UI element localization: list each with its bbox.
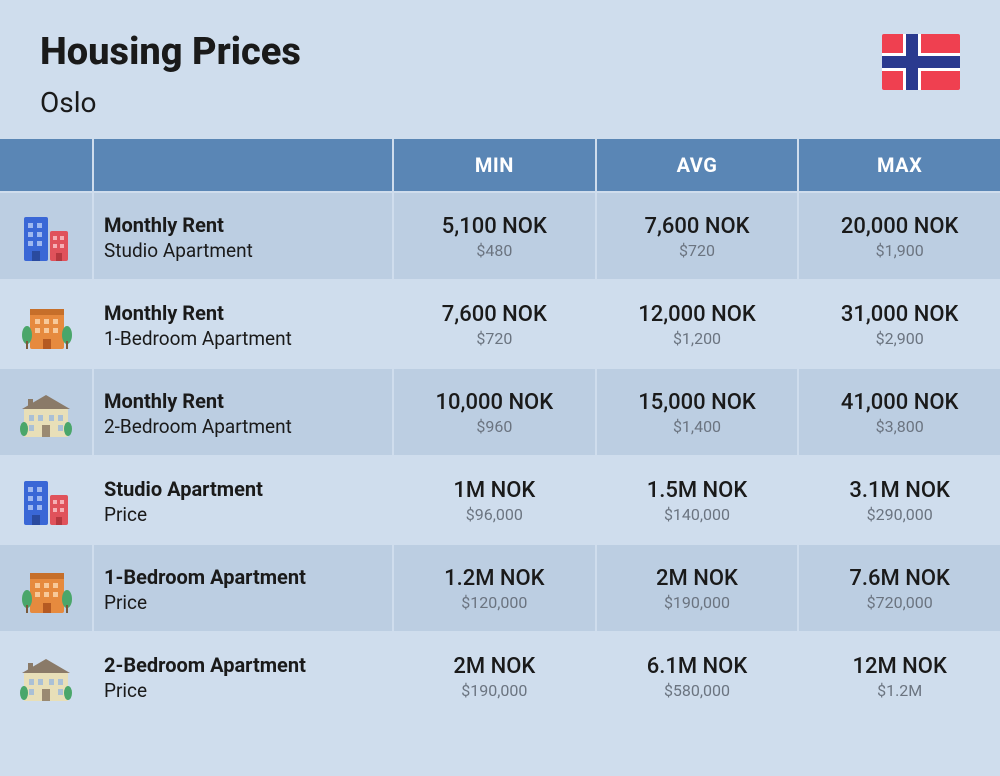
two_bed-building-icon: [0, 369, 92, 455]
value-avg: 7,600 NOK $720: [597, 193, 798, 279]
value-avg: 15,000 NOK $1,400: [597, 369, 798, 455]
header-text: Housing Prices Oslo: [40, 30, 301, 119]
one_bed-building-icon: [0, 545, 92, 631]
row-label-title: 2-Bedroom Apartment: [104, 653, 382, 677]
row-label-sub: 2-Bedroom Apartment: [104, 415, 382, 438]
value-min: 7,600 NOK $720: [394, 281, 595, 367]
norway-flag-icon: [882, 34, 960, 90]
value-nok: 3.1M NOK: [849, 478, 950, 503]
value-usd: $2,900: [876, 329, 924, 348]
value-min: 1.2M NOK $120,000: [394, 545, 595, 631]
value-usd: $720: [476, 329, 512, 348]
row-label: Studio ApartmentPrice: [94, 457, 392, 543]
row-label-sub: 1-Bedroom Apartment: [104, 327, 382, 350]
value-nok: 10,000 NOK: [436, 390, 554, 415]
value-nok: 7,600 NOK: [644, 214, 749, 239]
value-avg: 1.5M NOK $140,000: [597, 457, 798, 543]
page-title: Housing Prices: [40, 30, 301, 74]
table-row: 2-Bedroom ApartmentPrice 2M NOK $190,000 6.…: [0, 633, 1000, 719]
value-max: 7.6M NOK $720,000: [799, 545, 1000, 631]
value-nok: 1.2M NOK: [444, 566, 545, 591]
table-row: Monthly Rent2-Bedroom Apartment10,000 NO…: [0, 369, 1000, 455]
column-header-max: MAX: [799, 139, 1000, 191]
value-usd: $580,000: [664, 681, 730, 700]
value-usd: $190,000: [461, 681, 527, 700]
value-usd: $140,000: [664, 505, 730, 524]
value-min: 10,000 NOK $960: [394, 369, 595, 455]
header-blank-label: [94, 139, 392, 191]
value-usd: $190,000: [664, 593, 730, 612]
column-header-min: MIN: [394, 139, 595, 191]
value-nok: 31,000 NOK: [841, 302, 959, 327]
value-max: 31,000 NOK $2,900: [799, 281, 1000, 367]
value-usd: $1,400: [673, 417, 721, 436]
value-avg: 12,000 NOK $1,200: [597, 281, 798, 367]
value-usd: $480: [476, 241, 512, 260]
table-row: Studio ApartmentPrice 1M NOK $96,000 1.5M N…: [0, 457, 1000, 543]
row-label-title: Studio Apartment: [104, 477, 382, 501]
row-label: 1-Bedroom ApartmentPrice: [94, 545, 392, 631]
value-usd: $720: [679, 241, 715, 260]
value-usd: $720,000: [867, 593, 933, 612]
header: Housing Prices Oslo: [0, 0, 1000, 139]
value-max: 41,000 NOK $3,800: [799, 369, 1000, 455]
studio-building-icon: [0, 193, 92, 279]
row-label-title: Monthly Rent: [104, 301, 382, 325]
value-nok: 6.1M NOK: [647, 654, 748, 679]
row-label-title: 1-Bedroom Apartment: [104, 565, 382, 589]
header-blank-icon: [0, 139, 92, 191]
value-usd: $120,000: [461, 593, 527, 612]
value-nok: 1M NOK: [453, 478, 535, 503]
row-label-sub: Studio Apartment: [104, 239, 382, 262]
value-usd: $3,800: [876, 417, 924, 436]
table-header-row: MIN AVG MAX: [0, 139, 1000, 191]
one_bed-building-icon: [0, 281, 92, 367]
row-label-sub: Price: [104, 503, 382, 526]
value-usd: $96,000: [466, 505, 523, 524]
value-nok: 20,000 NOK: [841, 214, 959, 239]
value-usd: $1,900: [876, 241, 924, 260]
value-nok: 2M NOK: [656, 566, 738, 591]
value-nok: 41,000 NOK: [841, 390, 959, 415]
value-min: 1M NOK $96,000: [394, 457, 595, 543]
value-min: 5,100 NOK $480: [394, 193, 595, 279]
column-header-avg: AVG: [597, 139, 798, 191]
value-max: 3.1M NOK $290,000: [799, 457, 1000, 543]
table-row: 1-Bedroom ApartmentPrice 1.2M NOK $120,000…: [0, 545, 1000, 631]
studio-building-icon: [0, 457, 92, 543]
value-usd: $960: [476, 417, 512, 436]
prices-table: MIN AVG MAX Monthly RentStudio Apartment…: [0, 139, 1000, 719]
value-nok: 12,000 NOK: [638, 302, 756, 327]
value-usd: $290,000: [867, 505, 933, 524]
row-label-sub: Price: [104, 591, 382, 614]
value-nok: 5,100 NOK: [442, 214, 547, 239]
value-nok: 7,600 NOK: [442, 302, 547, 327]
two_bed-building-icon: [0, 633, 92, 719]
value-nok: 7.6M NOK: [849, 566, 950, 591]
value-max: 12M NOK $1.2M: [799, 633, 1000, 719]
value-nok: 1.5M NOK: [647, 478, 748, 503]
value-avg: 2M NOK $190,000: [597, 545, 798, 631]
value-max: 20,000 NOK $1,900: [799, 193, 1000, 279]
row-label-title: Monthly Rent: [104, 389, 382, 413]
value-nok: 2M NOK: [453, 654, 535, 679]
row-label-sub: Price: [104, 679, 382, 702]
table-row: Monthly RentStudio Apartment 5,100 NOK $48…: [0, 193, 1000, 279]
table-row: Monthly Rent1-Bedroom Apartment7,600 NOK…: [0, 281, 1000, 367]
row-label: Monthly RentStudio Apartment: [94, 193, 392, 279]
row-label: Monthly Rent1-Bedroom Apartment: [94, 281, 392, 367]
value-nok: 12M NOK: [852, 654, 946, 679]
row-label-title: Monthly Rent: [104, 213, 382, 237]
value-usd: $1.2M: [877, 681, 922, 700]
value-avg: 6.1M NOK $580,000: [597, 633, 798, 719]
value-min: 2M NOK $190,000: [394, 633, 595, 719]
city-subtitle: Oslo: [40, 86, 301, 119]
row-label: Monthly Rent2-Bedroom Apartment: [94, 369, 392, 455]
value-nok: 15,000 NOK: [638, 390, 756, 415]
value-usd: $1,200: [673, 329, 721, 348]
row-label: 2-Bedroom ApartmentPrice: [94, 633, 392, 719]
